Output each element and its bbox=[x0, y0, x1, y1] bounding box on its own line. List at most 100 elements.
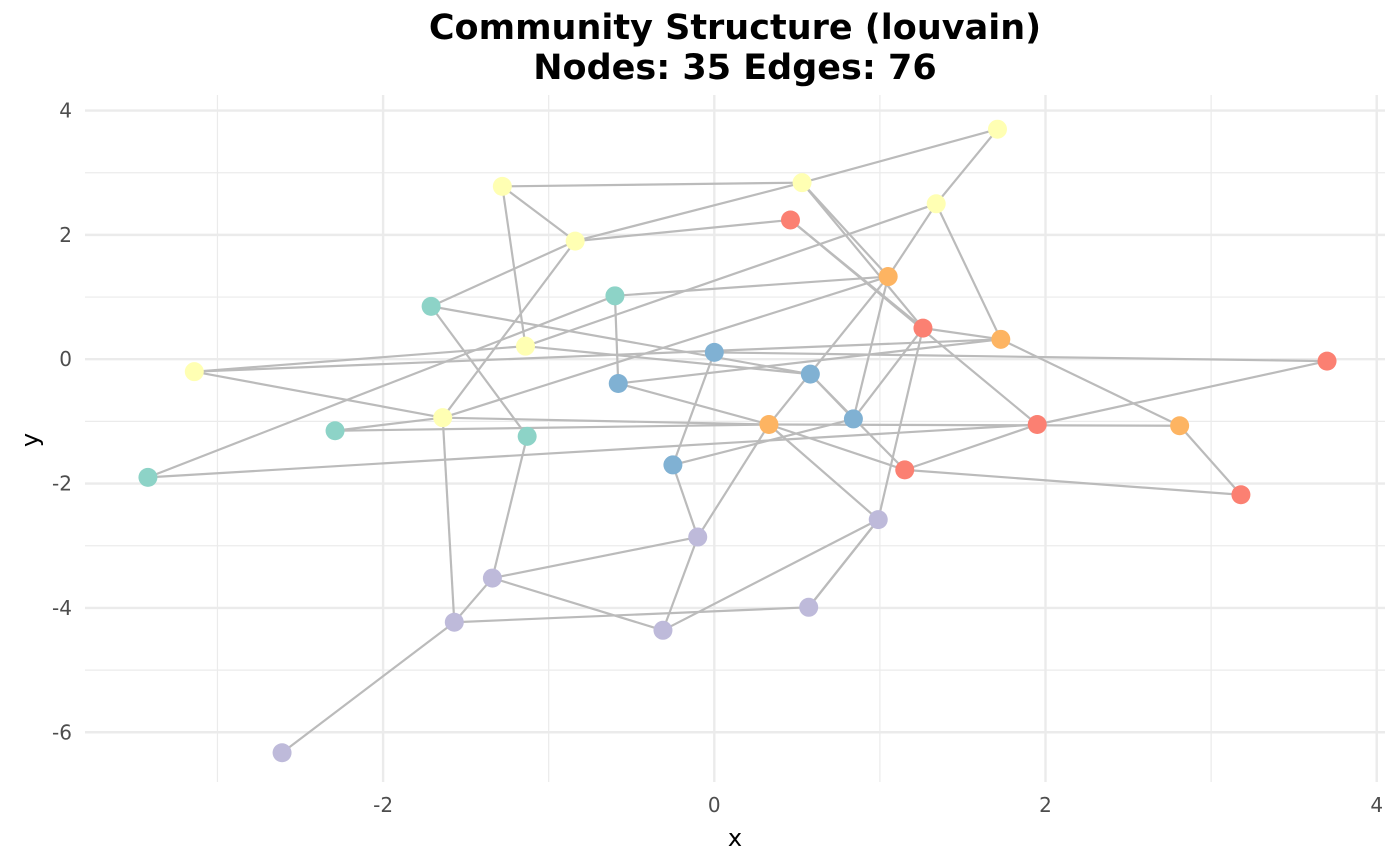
y-tick-label: -4 bbox=[52, 596, 72, 620]
tick-labels: -2 0 2 4 4 2 0 -2 -4 -6 bbox=[52, 99, 1383, 817]
node-point bbox=[184, 362, 204, 382]
node-point bbox=[1317, 351, 1337, 371]
node-point bbox=[516, 336, 536, 356]
edge-line bbox=[661, 536, 699, 631]
y-tick-label: 0 bbox=[59, 347, 72, 371]
edge-line bbox=[1178, 425, 1242, 496]
y-tick-label: -2 bbox=[52, 472, 72, 496]
edge-line bbox=[194, 338, 1001, 373]
edge-line bbox=[430, 305, 811, 376]
node-point bbox=[780, 210, 800, 230]
node-point bbox=[663, 455, 683, 475]
node-point bbox=[1027, 415, 1047, 435]
edge-line bbox=[768, 275, 890, 426]
chart-title-line1: Community Structure (louvain) bbox=[428, 8, 1042, 48]
edge-line bbox=[442, 416, 769, 426]
edge-line bbox=[194, 370, 443, 419]
node-point bbox=[565, 231, 585, 251]
y-axis-title: y bbox=[16, 433, 44, 447]
edge-line bbox=[696, 423, 770, 538]
edge-line bbox=[662, 518, 879, 632]
edge-line bbox=[852, 276, 890, 420]
edge-line bbox=[807, 518, 880, 608]
edge-line bbox=[801, 128, 998, 184]
edge-line bbox=[671, 352, 716, 466]
x-tick-label: 4 bbox=[1370, 793, 1383, 817]
node-point bbox=[792, 173, 812, 193]
edge-line bbox=[768, 423, 906, 471]
x-tick-label: -2 bbox=[373, 793, 393, 817]
edge-line bbox=[441, 240, 577, 419]
node-point bbox=[913, 318, 933, 338]
edge-line bbox=[525, 345, 811, 376]
edge-line bbox=[281, 621, 455, 754]
edge-line bbox=[801, 181, 924, 329]
edge-line bbox=[1000, 338, 1181, 427]
edge-line bbox=[887, 203, 938, 278]
edge-line bbox=[194, 345, 526, 373]
chart-title: Community Structure (louvain) Nodes: 35 … bbox=[0, 8, 1400, 88]
edge-line bbox=[575, 218, 791, 243]
node-point bbox=[991, 329, 1011, 349]
edge-line bbox=[147, 294, 616, 479]
node-point bbox=[1170, 416, 1190, 436]
edges bbox=[147, 128, 1328, 754]
edge-line bbox=[453, 577, 494, 623]
edge-line bbox=[789, 219, 924, 329]
edge-line bbox=[904, 468, 1242, 496]
edge-line bbox=[574, 181, 803, 243]
edge-line bbox=[492, 535, 698, 580]
edge-line bbox=[501, 186, 527, 347]
y-tick-label: -6 bbox=[52, 720, 72, 744]
node-point bbox=[433, 408, 453, 428]
node-point bbox=[878, 267, 898, 287]
node-point bbox=[895, 460, 915, 480]
edge-line bbox=[922, 327, 1001, 341]
node-point bbox=[843, 409, 863, 429]
node-point bbox=[421, 296, 441, 316]
edge-line bbox=[768, 423, 879, 521]
edge-line bbox=[430, 305, 529, 437]
edge-line bbox=[334, 416, 443, 432]
x-tick-label: 2 bbox=[1039, 793, 1052, 817]
x-tick-label: 0 bbox=[708, 793, 721, 817]
edge-line bbox=[935, 128, 999, 205]
edge-line bbox=[613, 295, 620, 384]
edge-line bbox=[614, 275, 889, 297]
node-point bbox=[482, 568, 502, 588]
edge-line bbox=[618, 338, 1001, 385]
node-point bbox=[704, 342, 724, 362]
y-tick-label: 2 bbox=[59, 223, 72, 247]
node-point bbox=[688, 527, 708, 547]
edge-line bbox=[671, 464, 699, 538]
edge-line bbox=[492, 577, 664, 632]
chart-title-line2: Nodes: 35 Edges: 76 bbox=[533, 48, 937, 88]
x-axis-title: x bbox=[728, 824, 742, 852]
y-tick-label: 4 bbox=[59, 99, 72, 123]
node-point bbox=[987, 119, 1007, 139]
edge-line bbox=[501, 185, 576, 242]
edge-line bbox=[904, 423, 1038, 471]
node-point bbox=[653, 620, 673, 640]
edge-line bbox=[1036, 360, 1328, 426]
edge-line bbox=[441, 417, 456, 623]
node-point bbox=[608, 373, 628, 393]
node-point bbox=[605, 286, 625, 306]
edge-line bbox=[502, 181, 803, 188]
node-point bbox=[868, 510, 888, 530]
node-point bbox=[492, 176, 512, 196]
edge-line bbox=[454, 606, 809, 624]
edge-line bbox=[491, 436, 529, 579]
node-point bbox=[799, 597, 819, 617]
edge-line bbox=[147, 423, 1038, 479]
edge-line bbox=[852, 327, 924, 420]
node-point bbox=[517, 426, 537, 446]
node-point bbox=[926, 194, 946, 214]
nodes bbox=[138, 119, 1337, 763]
node-point bbox=[138, 467, 158, 487]
edge-line bbox=[617, 382, 770, 426]
node-point bbox=[800, 364, 820, 384]
node-point bbox=[759, 415, 779, 435]
edge-line bbox=[768, 423, 1180, 427]
